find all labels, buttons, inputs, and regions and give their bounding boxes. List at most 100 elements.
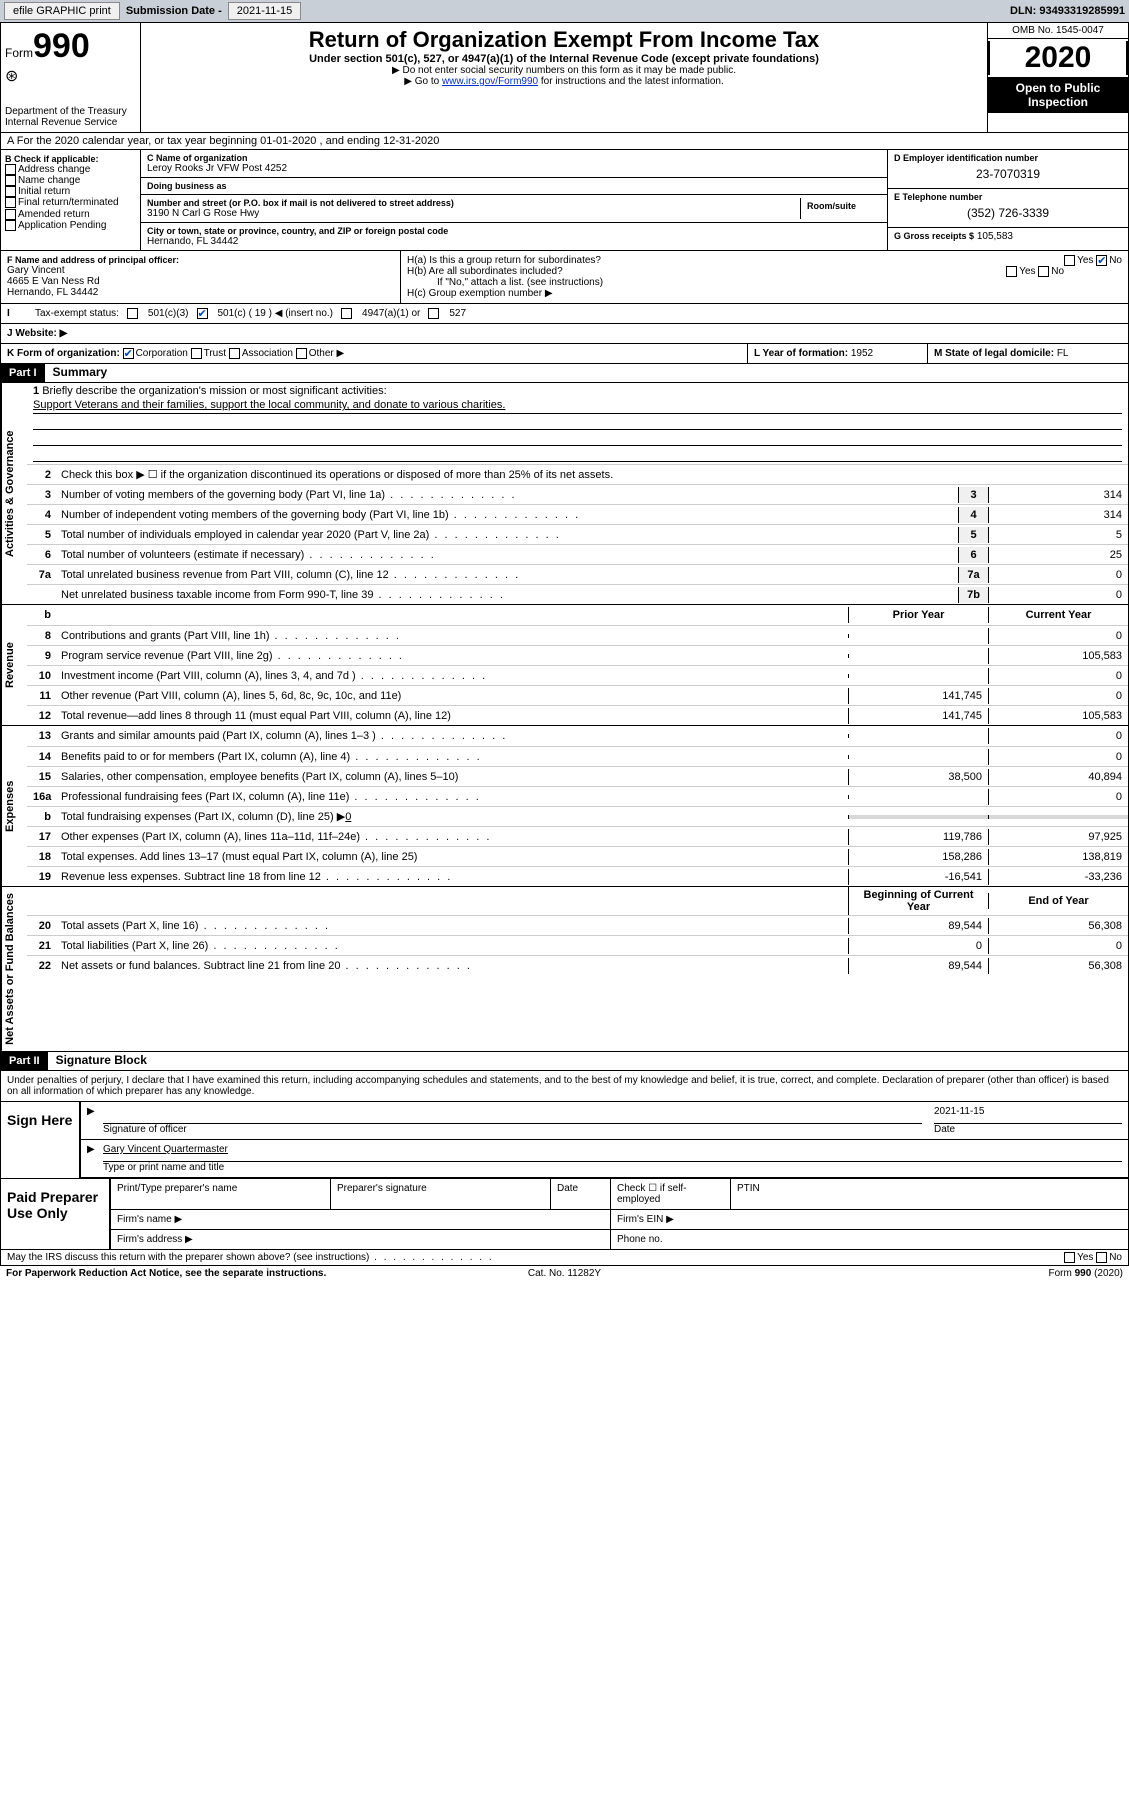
mission-text: Support Veterans and their families, sup… [33, 397, 1122, 414]
beg-year-hdr: Beginning of Current Year [848, 887, 988, 915]
c12: 105,583 [988, 708, 1128, 724]
note-ssn: ▶ Do not enter social security numbers o… [145, 65, 983, 76]
cb-501c[interactable] [197, 308, 208, 319]
p8 [848, 634, 988, 638]
hb-note: If "No," attach a list. (see instruction… [407, 277, 1122, 288]
form-footer: Form 990 (2020) [751, 1268, 1123, 1279]
ha-row: H(a) Is this a group return for subordin… [407, 255, 1122, 266]
form-number: 990 [33, 27, 90, 65]
line-22: Net assets or fund balances. Subtract li… [57, 958, 848, 974]
side-governance: Activities & Governance [1, 383, 27, 604]
officer-name-title: Gary Vincent Quartermaster [103, 1144, 1122, 1162]
form-prefix: Form [5, 46, 33, 60]
phone-value: (352) 726-3339 [894, 202, 1122, 224]
line-20: Total assets (Part X, line 16) [57, 918, 848, 934]
cb-trust[interactable] [191, 348, 202, 359]
line-7b: Net unrelated business taxable income fr… [57, 587, 958, 603]
topbar: efile GRAPHIC print Submission Date - 20… [0, 0, 1129, 22]
org-name-label: C Name of organization [147, 153, 881, 163]
state-domicile: FL [1057, 348, 1069, 359]
street-value: 3190 N Carl G Rose Hwy [147, 208, 800, 219]
prior-year-hdr: Prior Year [848, 607, 988, 623]
form-header: Form990 ⊛ Department of the Treasury Int… [0, 22, 1129, 133]
form-subtitle: Under section 501(c), 527, or 4947(a)(1)… [145, 53, 983, 65]
irs-link[interactable]: www.irs.gov/Form990 [442, 76, 538, 87]
sig-arrow-icon-2: ▶ [81, 1140, 97, 1177]
netassets-section: Net Assets or Fund Balances Beginning of… [0, 887, 1129, 1052]
cb-4947[interactable] [341, 308, 352, 319]
line-5: Total number of individuals employed in … [57, 527, 958, 543]
firm-addr-label: Firm's address ▶ [111, 1230, 611, 1249]
sig-officer-label: Signature of officer [103, 1124, 922, 1135]
ein-label: D Employer identification number [894, 153, 1122, 163]
revenue-section: Revenue bPrior YearCurrent Year 8Contrib… [0, 605, 1129, 726]
cb-assoc[interactable] [229, 348, 240, 359]
val-7a: 0 [988, 567, 1128, 583]
cb-address-change[interactable]: Address change [5, 164, 136, 175]
cat-number: Cat. No. 11282Y [378, 1268, 750, 1279]
line-4: Number of independent voting members of … [57, 507, 958, 523]
cb-501c3[interactable] [127, 308, 138, 319]
dln: DLN: 93493319285991 [1010, 5, 1125, 17]
city-value: Hernando, FL 34442 [147, 236, 881, 247]
line-3: Number of voting members of the governin… [57, 487, 958, 503]
ein-value: 23-7070319 [894, 163, 1122, 185]
row-k: K Form of organization: Corporation Trus… [0, 344, 1129, 364]
cb-initial-return[interactable]: Initial return [5, 186, 136, 197]
mission-label: Briefly describe the organization's miss… [42, 385, 386, 397]
city-label: City or town, state or province, country… [147, 226, 881, 236]
c20: 56,308 [988, 918, 1128, 934]
line-17: Other expenses (Part IX, column (A), lin… [57, 829, 848, 845]
val-6: 25 [988, 547, 1128, 563]
line-16a: Professional fundraising fees (Part IX, … [57, 789, 848, 805]
line-15: Salaries, other compensation, employee b… [57, 769, 848, 785]
c8: 0 [988, 628, 1128, 644]
cb-amended[interactable]: Amended return [5, 209, 136, 220]
line-21: Total liabilities (Part X, line 26) [57, 938, 848, 954]
line-12: Total revenue—add lines 8 through 11 (mu… [57, 708, 848, 724]
c16a: 0 [988, 789, 1128, 805]
val-7b: 0 [988, 587, 1128, 603]
officer-addr1: 4665 E Van Ness Rd [7, 276, 394, 287]
discuss-row: May the IRS discuss this return with the… [0, 1250, 1129, 1266]
row-fgh: F Name and address of principal officer:… [0, 251, 1129, 304]
line-19: Revenue less expenses. Subtract line 18 … [57, 869, 848, 885]
c19: -33,236 [988, 869, 1128, 885]
cb-pending[interactable]: Application Pending [5, 220, 136, 231]
expenses-section: Expenses 13Grants and similar amounts pa… [0, 726, 1129, 887]
cb-527[interactable] [428, 308, 439, 319]
page-footer: For Paperwork Reduction Act Notice, see … [0, 1266, 1129, 1281]
p14 [848, 755, 988, 759]
p21: 0 [848, 938, 988, 954]
c9: 105,583 [988, 648, 1128, 664]
firm-phone-label: Phone no. [611, 1230, 1128, 1249]
p19: -16,541 [848, 869, 988, 885]
sign-here-label: Sign Here [1, 1102, 81, 1178]
sig-arrow-icon: ▶ [81, 1102, 97, 1139]
row-a-tax-year: A For the 2020 calendar year, or tax yea… [0, 133, 1129, 150]
cb-discuss-yes[interactable] [1064, 1252, 1075, 1263]
cb-corp[interactable] [123, 348, 134, 359]
officer-name: Gary Vincent [7, 265, 394, 276]
cb-final-return[interactable]: Final return/terminated [5, 197, 136, 208]
form-title: Return of Organization Exempt From Incom… [145, 27, 983, 53]
p12: 141,745 [848, 708, 988, 724]
p20: 89,544 [848, 918, 988, 934]
efile-button[interactable]: efile GRAPHIC print [4, 2, 120, 20]
open-to-public: Open to Public Inspection [988, 77, 1128, 113]
gross-label: G Gross receipts $ [894, 231, 974, 241]
line-18: Total expenses. Add lines 13–17 (must eq… [57, 849, 848, 865]
val-3: 314 [988, 487, 1128, 503]
side-expenses: Expenses [1, 726, 27, 886]
line-6: Total number of volunteers (estimate if … [57, 547, 958, 563]
p9 [848, 654, 988, 658]
cb-name-change[interactable]: Name change [5, 175, 136, 186]
c18: 138,819 [988, 849, 1128, 865]
cb-other[interactable] [296, 348, 307, 359]
submission-date-button[interactable]: 2021-11-15 [228, 2, 301, 20]
val-4: 314 [988, 507, 1128, 523]
cb-discuss-no[interactable] [1096, 1252, 1107, 1263]
sig-date-label: Date [934, 1124, 1122, 1135]
discuss-text: May the IRS discuss this return with the… [7, 1252, 1064, 1263]
hb-row: H(b) Are all subordinates included? Yes … [407, 266, 1122, 277]
